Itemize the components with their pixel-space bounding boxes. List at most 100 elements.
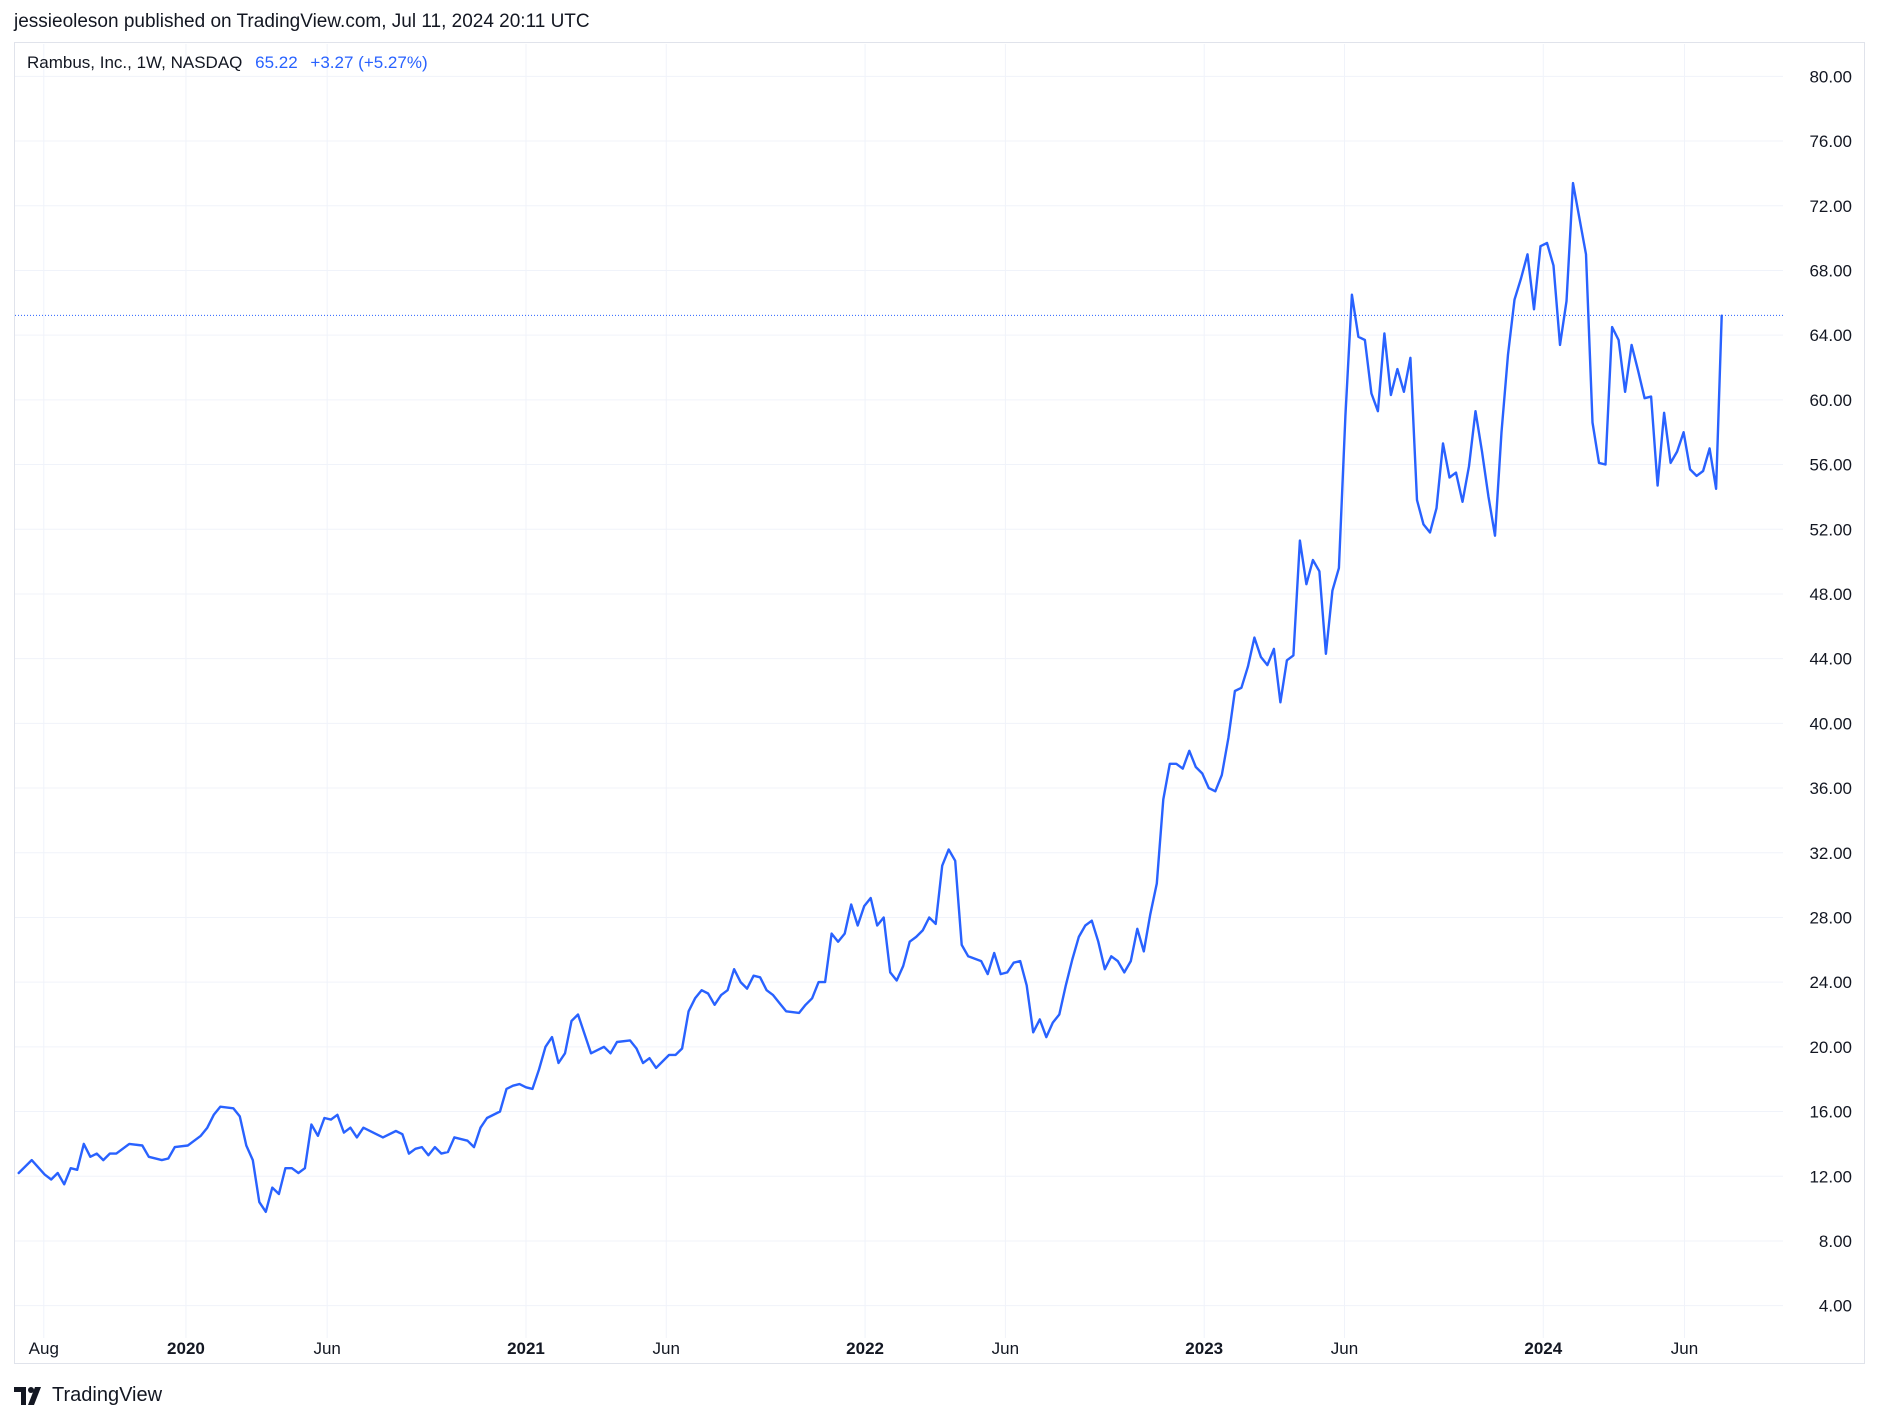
data-point — [96, 1153, 98, 1155]
data-point — [675, 1054, 677, 1056]
data-point — [805, 1004, 807, 1006]
data-point — [1175, 763, 1177, 765]
data-point — [362, 1127, 364, 1129]
data-point — [1715, 488, 1717, 490]
data-point — [1026, 984, 1028, 987]
data-point — [1006, 971, 1008, 974]
data-point — [577, 1013, 579, 1016]
data-point — [76, 1169, 78, 1171]
x-tick-label: Jun — [1671, 1339, 1698, 1358]
data-point — [1357, 336, 1359, 338]
data-point — [440, 1153, 442, 1155]
data-point — [915, 936, 917, 938]
data-point — [115, 1153, 117, 1155]
data-point — [1058, 1013, 1060, 1016]
data-point — [544, 1046, 547, 1048]
data-point — [1494, 535, 1496, 537]
data-point — [1240, 687, 1242, 689]
y-tick-label: 48.00 — [1809, 585, 1852, 604]
data-point — [876, 924, 878, 927]
publish-attribution: jessieoleson published on TradingView.co… — [14, 11, 590, 32]
time-axis[interactable]: Aug 2020 Jun 2021 Jun 2022 Jun 2023 Jun 2024 Jun — [29, 1339, 1699, 1358]
data-point — [18, 1172, 20, 1174]
data-point — [1136, 928, 1138, 930]
y-tick-label: 12.00 — [1809, 1167, 1852, 1186]
data-point — [967, 955, 969, 957]
data-point — [1182, 768, 1184, 770]
y-tick-label: 68.00 — [1809, 261, 1852, 280]
y-tick-label: 52.00 — [1809, 520, 1852, 539]
data-point — [824, 981, 826, 983]
data-point — [1702, 470, 1704, 472]
data-point — [1448, 476, 1451, 479]
data-point — [648, 1057, 651, 1059]
data-point — [245, 1144, 247, 1147]
data-point — [375, 1133, 377, 1135]
x-tick-label: Jun — [653, 1339, 680, 1358]
data-point — [603, 1046, 605, 1048]
data-point — [1507, 354, 1509, 356]
data-point — [1611, 326, 1613, 328]
data-point — [291, 1167, 293, 1169]
y-tick-label: 4.00 — [1819, 1297, 1852, 1316]
data-point — [1214, 790, 1216, 792]
data-point — [499, 1110, 501, 1113]
y-tick-label: 72.00 — [1809, 197, 1852, 216]
data-point — [688, 1010, 690, 1012]
data-point — [1650, 396, 1652, 398]
data-point — [1292, 654, 1294, 657]
data-point — [1338, 567, 1340, 569]
data-point — [583, 1033, 586, 1035]
data-point — [271, 1187, 273, 1189]
data-point — [779, 1002, 781, 1004]
data-point — [1390, 394, 1392, 396]
chart-canvas[interactable]: 4.00 8.00 12.00 16.00 20.00 24.00 28.00 32.00 36… — [0, 0, 1877, 1380]
data-point — [993, 952, 995, 954]
data-point — [1253, 637, 1255, 639]
data-point — [701, 989, 703, 991]
data-point — [408, 1153, 410, 1155]
data-point — [1683, 431, 1685, 433]
data-point — [889, 971, 891, 974]
data-point — [258, 1201, 260, 1203]
data-point — [1403, 391, 1405, 393]
data-point — [1676, 451, 1678, 453]
data-point — [343, 1132, 345, 1134]
x-tick-label: 2024 — [1524, 1339, 1562, 1358]
y-tick-label: 28.00 — [1809, 908, 1852, 927]
data-point — [1143, 950, 1145, 953]
data-point — [50, 1178, 52, 1181]
data-point — [1065, 984, 1067, 987]
symbol-legend[interactable]: Rambus, Inc., 1W, NASDAQ 65.22 +3.27 (+5… — [27, 53, 428, 73]
data-point — [896, 979, 898, 982]
data-point — [772, 994, 774, 996]
data-point — [1104, 968, 1106, 970]
y-tick-label: 16.00 — [1809, 1103, 1852, 1122]
data-point — [1429, 531, 1431, 534]
tradingview-logo[interactable]: TradingView — [14, 1384, 162, 1407]
data-point — [1123, 971, 1125, 974]
data-point — [1188, 750, 1190, 752]
data-point — [668, 1054, 670, 1056]
data-point — [167, 1157, 169, 1160]
data-point — [681, 1047, 683, 1050]
data-point — [317, 1135, 319, 1137]
chart-frame — [14, 42, 1865, 1364]
data-point — [1013, 962, 1015, 964]
data-point — [1481, 451, 1483, 453]
data-point — [609, 1052, 612, 1054]
data-point — [395, 1130, 397, 1132]
data-point — [1351, 294, 1353, 296]
series-line — [17, 181, 1723, 1214]
data-point — [1377, 410, 1379, 412]
data-point — [811, 997, 813, 999]
data-point — [1689, 468, 1691, 470]
data-point — [1721, 315, 1723, 317]
data-point — [304, 1167, 306, 1169]
data-point — [746, 988, 748, 990]
data-point — [1657, 485, 1659, 487]
data-point — [187, 1144, 189, 1147]
data-point — [1442, 442, 1444, 445]
price-axis[interactable]: 4.00 8.00 12.00 16.00 20.00 24.00 28.00 32.00 36… — [1809, 67, 1852, 1315]
data-point — [1019, 960, 1021, 962]
